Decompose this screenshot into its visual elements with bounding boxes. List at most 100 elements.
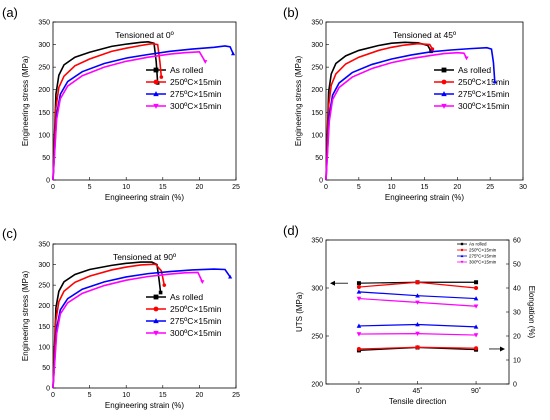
x-tick-label: 15 (159, 184, 167, 191)
legend-label: 275ºC×15min (458, 89, 510, 99)
y-tick-label: 0 (46, 178, 50, 185)
uts-point (415, 293, 420, 298)
legend-entry: 300ºC×15min (434, 101, 510, 111)
y-tick-label: 350 (311, 20, 323, 27)
y-tick-label: 300 (311, 286, 323, 293)
y-tick-label: 50 (42, 365, 50, 372)
y2-tick-label: 30 (513, 310, 521, 317)
x-tick-label: 0 (51, 184, 55, 191)
uts-point (473, 296, 479, 301)
legend-entry: As rolled (146, 65, 203, 75)
x-tick-label: 5 (357, 184, 361, 191)
legend-marker (153, 103, 159, 109)
panel-d: (d) 0˚ 45˚ 90˚ 200 250 300 350 0 10 20 30 40 50 60 Tens… (283, 223, 536, 406)
x-tick-label: 10 (122, 392, 130, 399)
legend-entry: 250ºC×15min (146, 77, 222, 87)
x-tick-label: 15 (421, 184, 429, 191)
y-tick-label: 200 (311, 382, 323, 389)
y-tick-label: 350 (311, 238, 323, 245)
legend-marker (153, 294, 159, 300)
legend-marker (460, 260, 464, 264)
series-line (52, 268, 231, 389)
y2-tick-label: 60 (513, 238, 521, 245)
legend-entry: 275ºC×15min (146, 316, 222, 326)
series-end-marker (203, 60, 208, 64)
y-tick-label: 50 (42, 155, 50, 162)
panel-b: (b)0 5 10 15 20 25 30050100150200250300350Engi… (283, 5, 527, 202)
y-tick-label: 100 (38, 132, 50, 139)
series-end-marker (228, 274, 233, 279)
panel-label: (a) (2, 5, 18, 20)
x-tick-label: 30 (519, 184, 527, 191)
x-axis-label: Engineering strain (%) (105, 401, 184, 410)
y-tick-label: 300 (311, 42, 323, 49)
x-axis-label: Engineering strain (%) (105, 193, 184, 202)
y-tick-label: 150 (311, 110, 323, 117)
x-tick-label: 0 (324, 184, 328, 191)
legend-marker (153, 67, 159, 73)
legend-marker (153, 330, 159, 336)
series-end-marker (158, 290, 163, 295)
y2-axis-label: Elongation (%) (527, 286, 536, 339)
uts-point (356, 296, 362, 301)
x-tick-label: 10 (388, 184, 396, 191)
elongation-point (356, 323, 362, 328)
y-tick-label: 300 (38, 42, 50, 49)
series-end-marker (464, 56, 469, 61)
panel-a: (a)0 5 10 15 20 25050100150200250300350Engine… (2, 5, 240, 202)
uts-point (473, 304, 479, 309)
legend-marker (441, 103, 447, 109)
x-tick-label: 15 (159, 392, 167, 399)
series-end-marker (200, 280, 205, 285)
legend-label: 300ºC×15min (458, 101, 510, 111)
legend-marker (460, 242, 464, 246)
y-axis-label: Engineering stress (MPa) (294, 56, 303, 147)
x-tick-label: 0˚ (356, 387, 362, 395)
y-tick-label: 350 (38, 20, 50, 27)
y-tick-label: 200 (38, 303, 50, 310)
y2-tick-label: 50 (513, 262, 521, 269)
legend-label: 275ºC×15min (469, 254, 497, 259)
y-tick-label: 300 (38, 262, 50, 269)
y-tick-label: 350 (38, 242, 50, 249)
elongation-point (356, 346, 361, 351)
x-tick-label: 45˚ (412, 387, 422, 395)
x-axis-label: Tensile direction (389, 397, 446, 406)
legend-entry: 250ºC×15min (457, 248, 497, 253)
x-tick-label: 90˚ (471, 387, 481, 395)
legend-label: 300ºC×15min (170, 101, 222, 111)
legend-entry: 275ºC×15min (434, 89, 510, 99)
legend-entry: 250ºC×15min (434, 77, 510, 87)
series-line (52, 45, 234, 181)
legend-label: As rolled (469, 242, 487, 247)
legend-label: As rolled (170, 65, 203, 75)
elongation-point (356, 332, 362, 337)
legend-entry: As rolled (146, 292, 203, 302)
x-tick-label: 20 (453, 184, 461, 191)
legend-label: 275ºC×15min (170, 89, 222, 99)
uts-point (415, 280, 420, 285)
legend-label: 250ºC×15min (469, 248, 497, 253)
y-tick-label: 250 (38, 283, 50, 290)
elongation-point (474, 346, 479, 351)
series-line (325, 51, 468, 181)
y-tick-label: 250 (311, 334, 323, 341)
x-tick-label: 5 (88, 184, 92, 191)
legend-entry: 275ºC×15min (146, 89, 222, 99)
panel-c: (c)0 5 10 15 20 25050100150200250300350Engine… (2, 226, 240, 410)
legend-label: 300ºC×15min (170, 328, 222, 338)
elongation-axis-arrowhead (500, 346, 505, 352)
legend-marker (441, 79, 447, 85)
series-line (52, 271, 204, 389)
y-axis-label: UTS (MPa) (295, 292, 304, 332)
plot-frame (52, 243, 237, 389)
legend-label: As rolled (458, 65, 491, 75)
y-tick-label: 150 (38, 110, 50, 117)
legend-marker (153, 318, 159, 324)
elongation-point (415, 322, 420, 327)
chart-title: Tensioned at 0º (115, 30, 173, 40)
legend-marker (441, 91, 447, 97)
x-tick-label: 20 (196, 184, 204, 191)
elongation-point (415, 331, 420, 336)
